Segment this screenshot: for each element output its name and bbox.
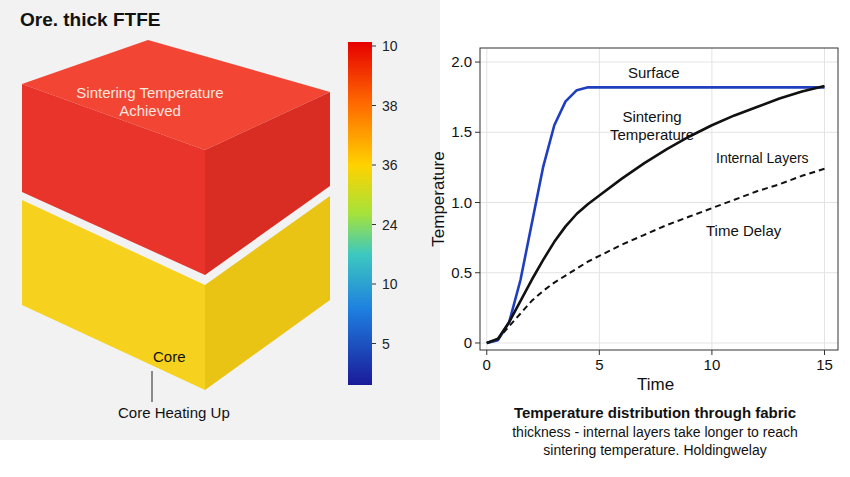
series-label-line: Temperature [610,126,694,143]
grid-x [824,48,825,350]
tick-y [475,202,480,203]
grid-x [711,48,712,350]
colorbar-label: 10 [382,276,398,292]
tick-x [711,350,712,355]
tick-x [486,350,487,355]
tick-y [475,272,480,273]
tick-label-x: 10 [704,356,721,373]
tick-label-y: 0.5 [451,264,472,281]
colorbar-label: 36 [382,157,398,173]
illustration-title: Ore. thick FTFE [20,9,160,30]
colorbar-tick [372,224,376,225]
colorbar-tick [372,105,376,106]
grid-x [599,48,600,350]
core-leader [152,371,153,402]
grid-y [480,202,838,203]
hot-front [22,84,205,275]
tick-x [824,350,825,355]
series-label-line: Sintering [622,108,681,125]
tick-y [475,62,480,63]
tick-y [475,342,480,343]
colorbar-label: 10 [382,38,398,54]
subtitle-line: sintering temperature. Holdingwelay [543,442,766,458]
colorbar-tick [372,284,376,285]
series-label: Internal Layers [716,150,809,166]
tick-label-y: 1.0 [451,194,472,211]
tick-label-y: 0 [464,334,472,351]
hot-side [205,92,330,275]
grid-y [480,62,838,63]
tick-label-x: 0 [483,356,491,373]
page: Ore. thick FTFESintering TemperatureAchi… [0,0,850,477]
tick-label-x: 15 [816,356,833,373]
tick-y [475,132,480,133]
colorbar-tick [372,46,376,47]
colorbar-tick [372,165,376,166]
chart: 05101500.51.01.52.0SurfaceSinteringTempe… [429,48,838,458]
colorbar-label: 38 [382,98,398,114]
series-line [487,169,825,343]
subtitle-line: thickness - internal layers take longer … [512,424,798,440]
series-label: Surface [628,64,680,81]
illustration-background [0,0,440,440]
grid-y [480,272,838,273]
tick-label-x: 5 [595,356,603,373]
top-label: Sintering TemperatureAchieved [76,84,223,119]
plot-frame [480,48,838,350]
core-caption: Core Heating Up [118,404,230,421]
grid-y [480,342,838,343]
illustration: Ore. thick FTFE Sintering TemperatureAchi… [0,0,440,440]
grid-x [486,48,487,350]
chart-title: Temperature distribution through fabric [514,404,796,421]
series-label: SinteringTemperature [610,108,694,143]
series-line [487,86,825,343]
top-label-line: Sintering Temperature [76,84,223,101]
series-line [487,87,825,343]
colorbar-label: 24 [382,217,398,233]
chart-subtitle: thickness - internal layers take longer … [512,424,798,458]
top-label-line: Achieved [119,102,181,119]
colorbar [348,42,372,385]
plot-area [480,48,838,350]
tick-label-y: 2.0 [451,53,472,70]
y-axis-title: Temperature [429,151,448,246]
annotation: Time Delay [706,222,782,239]
tick-label-y: 1.5 [451,123,472,140]
colorbar-label: 5 [382,336,390,352]
x-axis-title: Time [637,375,674,394]
tick-x [599,350,600,355]
core-label: Core [153,348,186,365]
series-group [487,86,825,343]
colorbar-tick [372,343,376,344]
